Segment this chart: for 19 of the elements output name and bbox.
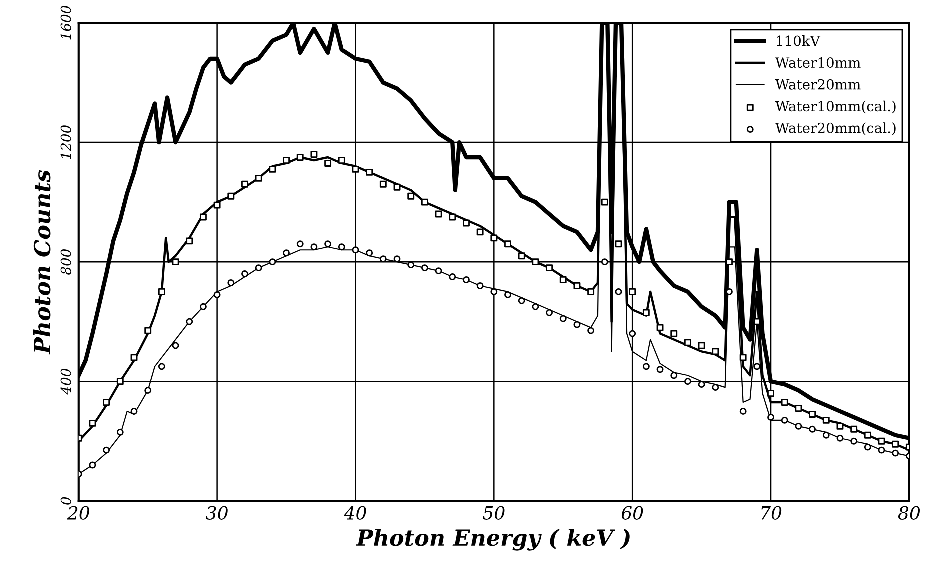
y-tick-label: 1200 xyxy=(60,126,72,160)
x-tick-label: 40 xyxy=(344,506,366,520)
x-tick-label: 50 xyxy=(483,506,505,520)
legend-label: Water10mm xyxy=(775,58,861,68)
y-tick-label: 1600 xyxy=(60,6,72,40)
y-axis-title: Photon Counts xyxy=(34,170,51,355)
x-tick-label: 70 xyxy=(762,506,782,520)
x-tick-label: 20 xyxy=(67,506,90,520)
x-tick-label: 30 xyxy=(206,506,228,520)
x-axis-title: Photon Energy ( keV ) xyxy=(356,529,630,551)
y-tick-label: 400 xyxy=(60,369,72,395)
y-tick-label: 800 xyxy=(60,250,72,275)
x-tick-label: 60 xyxy=(622,506,644,520)
legend-label: Water20mm xyxy=(775,79,861,90)
legend-label: 110kV xyxy=(777,36,821,46)
x-tick-label: 80 xyxy=(898,506,920,520)
legend-label: Water10mm(cal.) xyxy=(775,100,896,114)
legend-label: Water20mm(cal.) xyxy=(775,122,896,136)
y-tick-label: 0 xyxy=(60,497,72,505)
